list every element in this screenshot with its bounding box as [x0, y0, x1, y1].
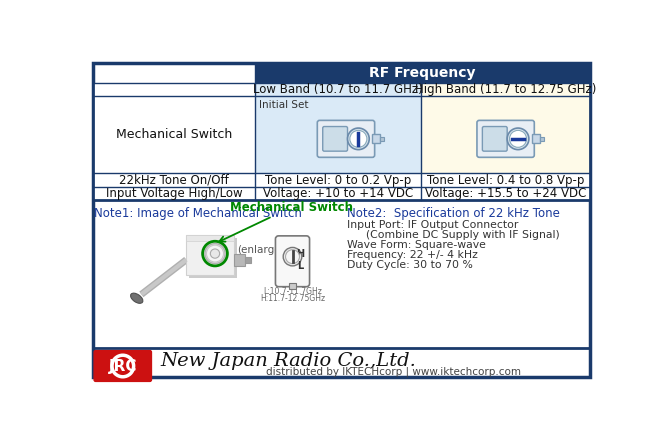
Text: JRC: JRC [109, 359, 137, 374]
Bar [421, 96, 590, 174]
Text: Note2:  Specification of 22 kHz Tone: Note2: Specification of 22 kHz Tone [347, 207, 559, 220]
Circle shape [350, 130, 367, 147]
Text: Voltage: +15.5 to +24 VDC: Voltage: +15.5 to +24 VDC [425, 187, 586, 200]
Circle shape [210, 249, 220, 258]
Circle shape [509, 130, 527, 147]
FancyBboxPatch shape [482, 127, 507, 151]
Text: Input Port: IF Output Connector: Input Port: IF Output Connector [347, 220, 518, 230]
Bar [255, 96, 421, 174]
Text: Frequency: 22 +/- 4 kHz: Frequency: 22 +/- 4 kHz [347, 250, 478, 260]
FancyBboxPatch shape [323, 127, 348, 151]
Circle shape [206, 245, 224, 262]
FancyBboxPatch shape [477, 121, 534, 157]
Bar [93, 187, 590, 200]
Bar [186, 235, 234, 275]
Bar [93, 83, 255, 174]
Bar [234, 254, 245, 266]
Bar [189, 238, 238, 278]
Text: RF Frequency: RF Frequency [370, 66, 476, 79]
Bar [93, 174, 590, 187]
Bar [532, 134, 539, 143]
Circle shape [286, 250, 300, 264]
Text: High Band (11.7 to 12.75 GHz): High Band (11.7 to 12.75 GHz) [415, 83, 596, 96]
Bar [539, 137, 543, 141]
Text: Wave Form: Square-wave: Wave Form: Square-wave [347, 240, 486, 250]
Text: Low Band (10.7 to 11.7 GHz): Low Band (10.7 to 11.7 GHz) [253, 83, 423, 96]
Bar [245, 257, 252, 263]
Text: 22kHz Tone On/Off: 22kHz Tone On/Off [119, 174, 229, 187]
Text: New Japan Radio Co.,Ltd.: New Japan Radio Co.,Ltd. [161, 353, 417, 370]
Text: H:11.7-12.75GHz: H:11.7-12.75GHz [260, 294, 325, 303]
Bar [380, 137, 384, 141]
Text: Note1: Image of Mechanical Switch: Note1: Image of Mechanical Switch [94, 207, 302, 220]
Circle shape [283, 248, 302, 266]
Text: H: H [296, 248, 304, 259]
Text: Tone Level: 0 to 0.2 Vp-p: Tone Level: 0 to 0.2 Vp-p [265, 174, 412, 187]
Text: Tone Level: 0.4 to 0.8 Vp-p: Tone Level: 0.4 to 0.8 Vp-p [427, 174, 584, 187]
Bar [255, 63, 590, 83]
Bar [421, 83, 590, 96]
Circle shape [507, 128, 529, 149]
Text: Duty Cycle: 30 to 70 %: Duty Cycle: 30 to 70 % [347, 260, 473, 270]
Ellipse shape [131, 293, 143, 303]
Text: Voltage: +10 to +14 VDC: Voltage: +10 to +14 VDC [263, 187, 414, 200]
Bar [288, 283, 296, 289]
Bar [255, 83, 421, 96]
Text: L:10.7-11.7GHz: L:10.7-11.7GHz [263, 287, 322, 296]
Text: Mechanical Switch: Mechanical Switch [219, 200, 354, 241]
FancyBboxPatch shape [317, 121, 375, 157]
Text: (enlarged): (enlarged) [236, 245, 291, 255]
FancyBboxPatch shape [94, 351, 151, 381]
Text: (Combine DC Supply with IF Signal): (Combine DC Supply with IF Signal) [366, 230, 560, 240]
Text: Initial Set: Initial Set [259, 100, 308, 110]
Circle shape [348, 128, 369, 149]
Bar [186, 235, 234, 241]
Bar [372, 134, 380, 143]
Text: Mechanical Switch: Mechanical Switch [116, 128, 232, 142]
Text: distributed by IKTECHcorp | www.iktechcorp.com: distributed by IKTECHcorp | www.iktechco… [266, 367, 521, 378]
Text: Input Voltage High/Low: Input Voltage High/Low [106, 187, 242, 200]
FancyBboxPatch shape [276, 236, 310, 287]
Circle shape [205, 244, 225, 264]
Text: L: L [297, 261, 304, 271]
